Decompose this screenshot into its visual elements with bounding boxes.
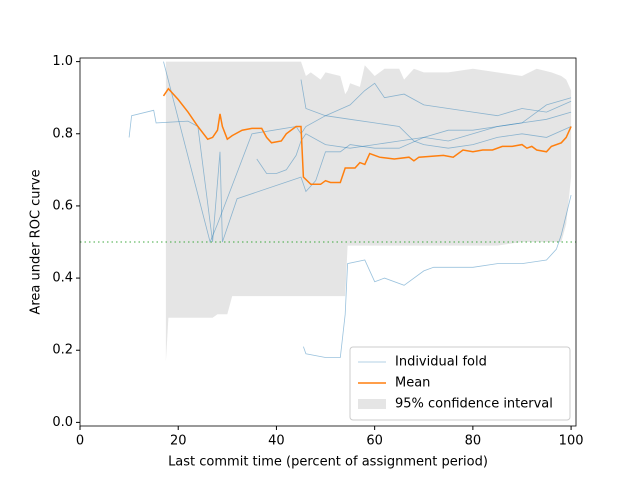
x-axis-label: Last commit time (percent of assignment …: [168, 455, 488, 470]
y-axis-label: Area under ROC curve: [29, 169, 44, 314]
legend-label: Individual fold: [395, 355, 487, 370]
legend-label: 95% confidence interval: [395, 397, 553, 412]
fold-line: [163, 61, 572, 244]
legend-swatch: [358, 399, 386, 409]
y-tick-label: 0.4: [52, 271, 73, 286]
fold-line: [256, 111, 572, 174]
x-tick-label: 40: [268, 434, 285, 449]
confidence-band: [165, 61, 572, 362]
y-tick-label: 0.6: [52, 198, 73, 213]
x-tick-label: 60: [366, 434, 383, 449]
x-tick-label: 80: [465, 434, 482, 449]
legend: Individual fold Mean 95% confidence interv…: [349, 346, 571, 421]
x-tick-label: 20: [170, 434, 187, 449]
fold-line: [128, 97, 572, 243]
legend-label: Mean: [395, 376, 430, 391]
fold-line: [303, 195, 572, 358]
legend-box: [349, 346, 571, 421]
y-tick-label: 0.8: [52, 126, 73, 141]
y-tick-label: 0.2: [52, 343, 73, 358]
mean-line: [162, 87, 572, 186]
x-tick-label: 0: [76, 434, 84, 449]
fold-line: [300, 79, 572, 149]
x-tick-label: 100: [559, 434, 584, 449]
plot-frame: [79, 57, 577, 427]
y-tick-label: 0.0: [52, 415, 73, 430]
y-tick-label: 1.0: [52, 54, 73, 69]
